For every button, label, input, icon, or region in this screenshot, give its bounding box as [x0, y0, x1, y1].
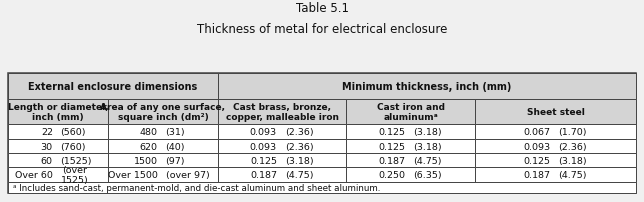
- Text: 0.125: 0.125: [379, 142, 406, 151]
- Bar: [475, 139, 636, 154]
- Text: 620: 620: [140, 142, 158, 151]
- Text: 0.125: 0.125: [250, 156, 277, 165]
- Text: (760): (760): [61, 142, 86, 151]
- Text: (over 97): (over 97): [166, 170, 209, 179]
- Text: (4.75): (4.75): [285, 170, 313, 179]
- Text: 0.093: 0.093: [250, 142, 277, 151]
- Bar: [108, 99, 218, 125]
- Text: (4.75): (4.75): [413, 156, 442, 165]
- Bar: [475, 99, 636, 125]
- Bar: [346, 99, 475, 125]
- Text: 60: 60: [41, 156, 53, 165]
- Text: 480: 480: [140, 128, 158, 137]
- Text: (40): (40): [166, 142, 185, 151]
- Text: Over 1500: Over 1500: [108, 170, 158, 179]
- Bar: [346, 125, 475, 139]
- Text: Table 5.1: Table 5.1: [296, 2, 348, 15]
- Text: (3.18): (3.18): [413, 142, 442, 151]
- Bar: [218, 168, 346, 182]
- Bar: [475, 168, 636, 182]
- Bar: [346, 139, 475, 154]
- Text: External enclosure dimensions: External enclosure dimensions: [28, 82, 197, 92]
- Text: Cast iron and
aluminumᵃ: Cast iron and aluminumᵃ: [377, 102, 445, 122]
- Text: 0.093: 0.093: [250, 128, 277, 137]
- Text: 0.250: 0.250: [379, 170, 406, 179]
- Text: (over
1525): (over 1525): [61, 165, 88, 184]
- Text: (1.70): (1.70): [558, 128, 587, 137]
- Text: (3.18): (3.18): [558, 156, 587, 165]
- Text: 22: 22: [41, 128, 53, 137]
- Text: (3.18): (3.18): [413, 128, 442, 137]
- Bar: [218, 99, 346, 125]
- Bar: [218, 74, 636, 99]
- Text: 30: 30: [41, 142, 53, 151]
- Bar: [8, 168, 108, 182]
- Text: Over 60: Over 60: [15, 170, 53, 179]
- Text: 0.067: 0.067: [524, 128, 551, 137]
- Bar: [218, 139, 346, 154]
- Text: 0.093: 0.093: [524, 142, 551, 151]
- Text: 0.125: 0.125: [379, 128, 406, 137]
- Text: (4.75): (4.75): [558, 170, 587, 179]
- Text: 1500: 1500: [134, 156, 158, 165]
- Bar: [346, 168, 475, 182]
- Text: (560): (560): [61, 128, 86, 137]
- Bar: [108, 139, 218, 154]
- Text: 0.187: 0.187: [524, 170, 551, 179]
- Bar: [8, 99, 108, 125]
- Text: (2.36): (2.36): [285, 142, 313, 151]
- Text: (2.36): (2.36): [285, 128, 313, 137]
- Bar: [8, 154, 108, 168]
- Text: Sheet steel: Sheet steel: [527, 108, 585, 117]
- Text: (2.36): (2.36): [558, 142, 587, 151]
- Bar: [8, 74, 636, 193]
- Text: (1525): (1525): [61, 156, 92, 165]
- Text: Length or diameter,
inch (mm): Length or diameter, inch (mm): [8, 102, 108, 122]
- Text: Thickness of metal for electrical enclosure: Thickness of metal for electrical enclos…: [197, 23, 447, 36]
- Bar: [218, 125, 346, 139]
- Bar: [218, 154, 346, 168]
- Text: Minimum thickness, inch (mm): Minimum thickness, inch (mm): [342, 82, 512, 92]
- Bar: [8, 125, 108, 139]
- Bar: [8, 139, 108, 154]
- Text: Area of any one surface,
square inch (dm²): Area of any one surface, square inch (dm…: [100, 102, 225, 122]
- Text: (31): (31): [166, 128, 185, 137]
- Text: (3.18): (3.18): [285, 156, 313, 165]
- Bar: [8, 182, 636, 193]
- Text: (6.35): (6.35): [413, 170, 442, 179]
- Bar: [8, 74, 218, 99]
- Bar: [346, 154, 475, 168]
- Text: Cast brass, bronze,
copper, malleable iron: Cast brass, bronze, copper, malleable ir…: [225, 102, 339, 122]
- Text: (97): (97): [166, 156, 185, 165]
- Bar: [475, 125, 636, 139]
- Bar: [108, 125, 218, 139]
- Bar: [108, 154, 218, 168]
- Bar: [108, 168, 218, 182]
- Text: 0.125: 0.125: [524, 156, 551, 165]
- Text: ᵃ Includes sand-cast, permanent-mold, and die-cast aluminum and sheet aluminum.: ᵃ Includes sand-cast, permanent-mold, an…: [13, 183, 380, 192]
- Text: 0.187: 0.187: [379, 156, 406, 165]
- Text: 0.187: 0.187: [250, 170, 277, 179]
- Bar: [475, 154, 636, 168]
